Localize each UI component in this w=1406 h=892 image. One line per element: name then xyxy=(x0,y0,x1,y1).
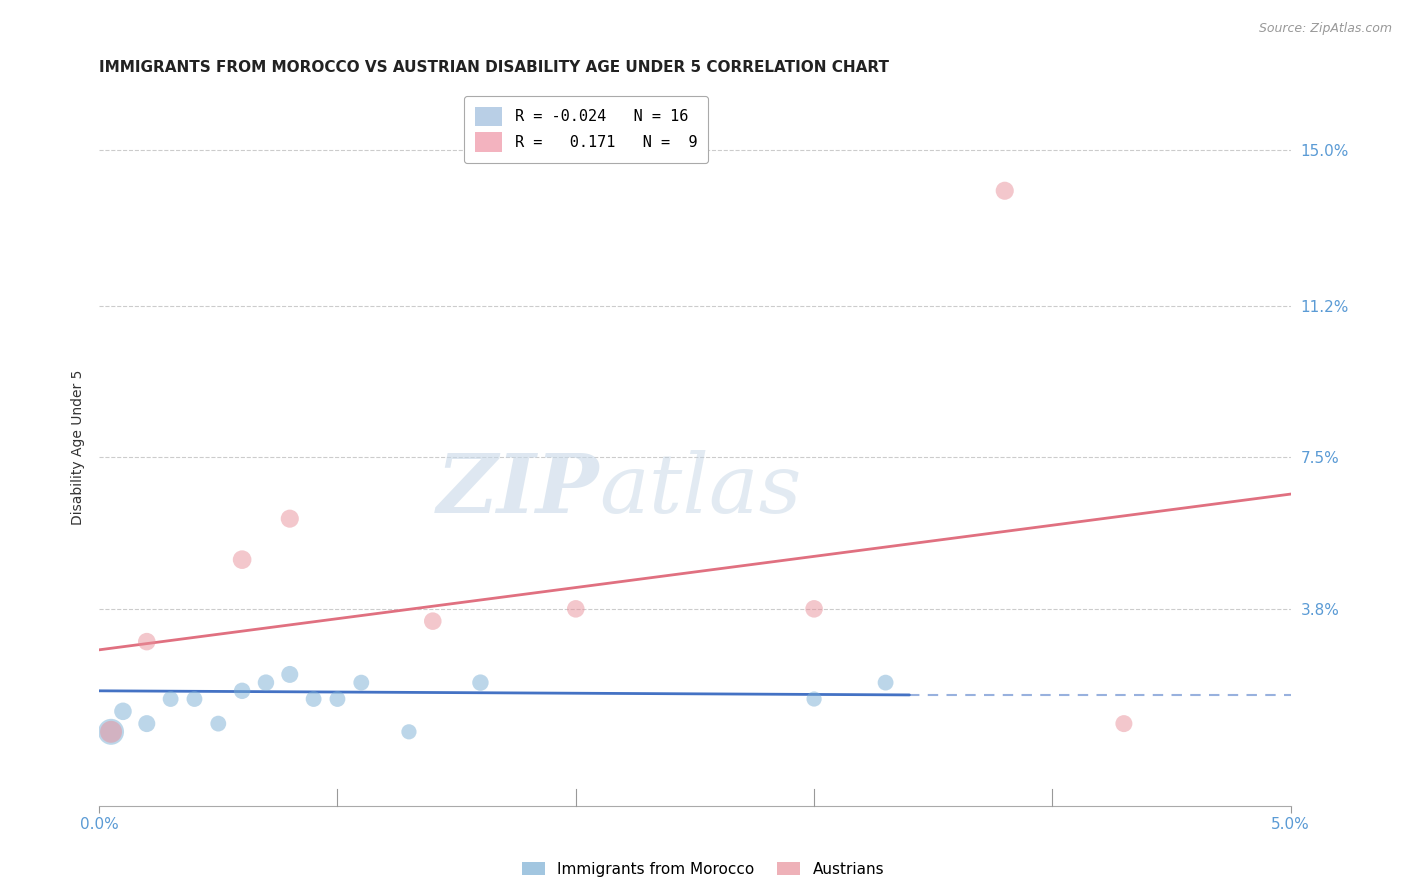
Point xyxy=(254,675,277,690)
Point xyxy=(183,692,205,706)
Point xyxy=(565,602,588,616)
Point xyxy=(278,511,301,525)
Point xyxy=(111,704,134,718)
Point xyxy=(100,724,122,739)
Point xyxy=(135,716,157,731)
Point xyxy=(100,724,122,739)
Point xyxy=(1112,716,1135,731)
Legend: R = -0.024   N = 16, R =   0.171   N =  9: R = -0.024 N = 16, R = 0.171 N = 9 xyxy=(464,96,707,162)
Text: atlas: atlas xyxy=(599,450,801,530)
Point xyxy=(470,675,492,690)
Point xyxy=(422,614,444,628)
Point xyxy=(278,667,301,681)
Point xyxy=(326,692,349,706)
Text: IMMIGRANTS FROM MOROCCO VS AUSTRIAN DISABILITY AGE UNDER 5 CORRELATION CHART: IMMIGRANTS FROM MOROCCO VS AUSTRIAN DISA… xyxy=(100,60,889,75)
Point xyxy=(207,716,229,731)
Point xyxy=(302,692,325,706)
Point xyxy=(159,692,181,706)
Y-axis label: Disability Age Under 5: Disability Age Under 5 xyxy=(72,369,86,524)
Point xyxy=(803,692,825,706)
Point xyxy=(135,634,157,648)
Point xyxy=(875,675,897,690)
Point xyxy=(231,683,253,698)
Text: Source: ZipAtlas.com: Source: ZipAtlas.com xyxy=(1258,22,1392,36)
Point xyxy=(350,675,373,690)
Text: ZIP: ZIP xyxy=(437,450,599,530)
Point xyxy=(398,724,420,739)
Point xyxy=(803,602,825,616)
Point xyxy=(994,184,1017,198)
Point xyxy=(231,552,253,566)
Legend: Immigrants from Morocco, Austrians: Immigrants from Morocco, Austrians xyxy=(515,854,891,884)
